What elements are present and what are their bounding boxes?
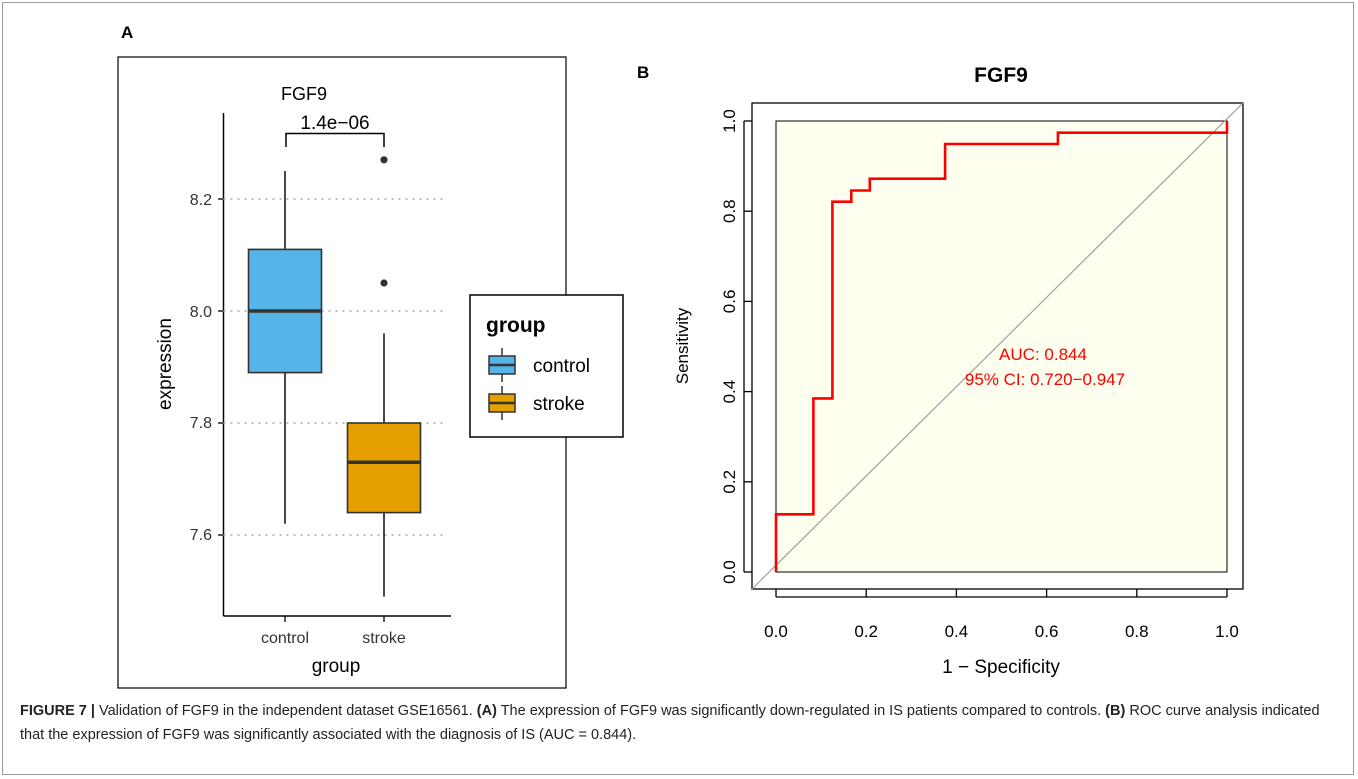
- roc-xtick-label: 0.4: [945, 622, 969, 641]
- boxplot-ytick-label: 8.2: [190, 192, 212, 209]
- legend-title: group: [486, 314, 545, 337]
- roc-plot-border: [751, 102, 1244, 590]
- caption-b-label: (B): [1105, 703, 1126, 719]
- roc-ytick-label: 0.2: [720, 470, 739, 494]
- figure-caption: FIGURE 7 | Validation of FGF9 in the ind…: [20, 699, 1338, 747]
- box-outlier-point: [380, 156, 388, 164]
- roc-xtick-label: 0.8: [1125, 622, 1149, 641]
- roc-diagonal-reference: [751, 102, 1244, 590]
- roc-curve-line: [774, 121, 1229, 572]
- boxplot-y-ticks: 7.6 7.8 8.0 8.2: [190, 192, 212, 544]
- boxplot-x-axis-title: group: [312, 656, 361, 677]
- roc-marks: [751, 102, 1244, 590]
- boxplot-y-axis-title: expression: [155, 318, 176, 410]
- roc-ytick-label: 0.6: [720, 290, 739, 314]
- boxplot-title: FGF9: [281, 84, 327, 104]
- roc-ytick-label: 0.4: [720, 380, 739, 404]
- boxplot-marks: [247, 156, 422, 622]
- boxplot-ytick-label: 8.0: [190, 304, 212, 321]
- boxplot-ytick-label: 7.6: [190, 527, 212, 544]
- roc-xtick-label: 0.2: [854, 622, 878, 641]
- box-body-stroke: [346, 422, 422, 514]
- significance-bracket: [285, 132, 385, 147]
- roc-x-axis-title: 1 − Specificity: [942, 657, 1060, 678]
- roc-ytick-label: 0.0: [720, 560, 739, 584]
- caption-a-label: (A): [476, 703, 497, 719]
- roc-xtick-label: 0.6: [1035, 622, 1059, 641]
- caption-b-text: ROC curve analysis indicated that the ex…: [20, 703, 1320, 743]
- panel-label-a: A: [121, 23, 133, 42]
- boxplot-xtick-label: stroke: [362, 630, 406, 647]
- roc-xtick-label: 1.0: [1215, 622, 1239, 641]
- roc-xtick-label: 0.0: [764, 622, 788, 641]
- legend-label-control: control: [533, 356, 590, 377]
- boxplot-ytick-label: 7.8: [190, 415, 212, 432]
- caption-a-text: The expression of FGF9 was significantly…: [496, 703, 1106, 719]
- legend-keys: [488, 348, 516, 420]
- roc-y-ticks: 0.0 0.2 0.4 0.6 0.8 1.0: [720, 109, 752, 584]
- legend-label-stroke: stroke: [533, 394, 585, 415]
- caption-figure-label: FIGURE 7 |: [20, 703, 95, 719]
- roc-x-ticks: 0.0 0.2 0.4 0.6 0.8 1.0: [764, 589, 1239, 641]
- pvalue-label: 1.4e−06: [300, 113, 369, 134]
- caption-intro: Validation of FGF9 in the independent da…: [94, 703, 477, 719]
- box-outlier-point: [380, 279, 388, 287]
- roc-ytick-label: 0.8: [720, 199, 739, 223]
- roc-ytick-label: 1.0: [720, 109, 739, 133]
- roc-ci-label: 95% CI: 0.720−0.947: [965, 370, 1125, 389]
- roc-y-axis-title: Sensitivity: [673, 307, 692, 384]
- roc-title: FGF9: [974, 64, 1028, 87]
- roc-auc-label: AUC: 0.844: [999, 345, 1087, 364]
- panel-label-b: B: [637, 63, 649, 82]
- boxplot-xtick-label: control: [261, 630, 309, 647]
